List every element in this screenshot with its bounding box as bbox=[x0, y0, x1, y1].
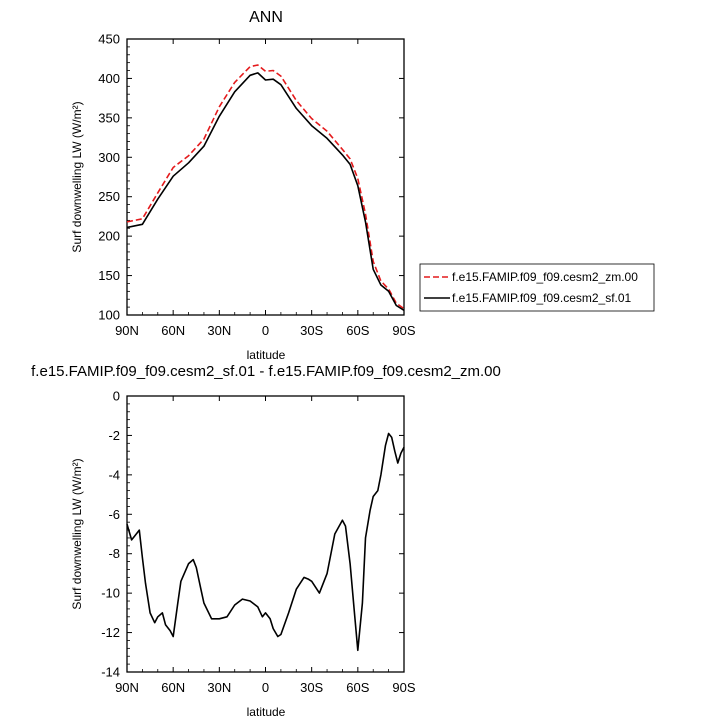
bottom-x-tick-label: 30N bbox=[207, 680, 231, 695]
top-x-tick-label: 30S bbox=[300, 323, 323, 338]
top-y-tick-label: 100 bbox=[98, 308, 120, 323]
top-y-tick-label: 250 bbox=[98, 189, 120, 204]
bottom-x-tick-label: 90N bbox=[115, 680, 139, 695]
bottom-y-axis-label: Surf downwelling LW (W/m²) bbox=[70, 458, 84, 609]
top-y-tick-label: 400 bbox=[98, 71, 120, 86]
bottom-x-tick-label: 30S bbox=[300, 680, 323, 695]
top-y-tick-label: 150 bbox=[98, 268, 120, 283]
bottom-y-tick-label: -6 bbox=[108, 507, 120, 522]
top-y-tick-label: 350 bbox=[98, 110, 120, 125]
top-axis-ticks: 90N 60N 30N 0 30S 60S 90S 100 150 200 250 300 350 400… bbox=[98, 32, 416, 339]
bottom-plot-frame bbox=[126, 395, 405, 673]
top-x-tick-label: 30N bbox=[207, 323, 231, 338]
bottom-y-tick-label: -10 bbox=[101, 586, 120, 601]
top-y-axis-label: Surf downwelling LW (W/m²) bbox=[70, 101, 84, 252]
legend-box bbox=[419, 263, 655, 312]
bottom-y-tick-label: -8 bbox=[108, 546, 120, 561]
bottom-y-tick-label: -4 bbox=[108, 467, 120, 482]
bottom-x-tick-label: 60S bbox=[346, 680, 369, 695]
top-x-tick-label: 90S bbox=[392, 323, 415, 338]
top-y-tick-label: 200 bbox=[98, 229, 120, 244]
bottom-y-tick-label: -2 bbox=[108, 428, 120, 443]
bottom-chart-title: f.e15.FAMIP.f09_f09.cesm2_sf.01 - f.e15.… bbox=[31, 363, 501, 380]
top-series-line-1 bbox=[126, 64, 405, 310]
top-x-tick-label: 0 bbox=[262, 323, 269, 338]
bottom-y-tick-label: -12 bbox=[101, 625, 120, 640]
bottom-x-tick-label: 60N bbox=[161, 680, 185, 695]
top-x-tick-label: 90N bbox=[115, 323, 139, 338]
top-x-tick-label: 60N bbox=[161, 323, 185, 338]
legend: f.e15.FAMIP.f09_f09.cesm2_zm.00 f.e15.FA… bbox=[419, 263, 655, 312]
top-x-axis-label: latitude bbox=[247, 348, 286, 362]
top-series-line-2 bbox=[126, 72, 405, 311]
top-x-tick-label: 60S bbox=[346, 323, 369, 338]
bottom-y-tick-label: -14 bbox=[101, 665, 120, 680]
bottom-x-tick-label: 0 bbox=[262, 680, 269, 695]
bottom-x-axis-label: latitude bbox=[247, 705, 286, 719]
bottom-x-tick-label: 90S bbox=[392, 680, 415, 695]
bottom-axis-ticks: 90N 60N 30N 0 30S 60S 90S -14 -12 -10 -8 -6 -4 -2 0 bbox=[101, 389, 416, 696]
top-y-tick-label: 450 bbox=[98, 32, 120, 47]
legend-label-series-2: f.e15.FAMIP.f09_f09.cesm2_sf.01 bbox=[452, 291, 632, 305]
top-y-tick-label: 300 bbox=[98, 150, 120, 165]
top-chart-title: ANN bbox=[249, 9, 283, 26]
bottom-series-line-1 bbox=[126, 432, 405, 652]
bottom-y-tick-label: 0 bbox=[113, 389, 120, 404]
legend-label-series-1: f.e15.FAMIP.f09_f09.cesm2_zm.00 bbox=[452, 270, 638, 284]
